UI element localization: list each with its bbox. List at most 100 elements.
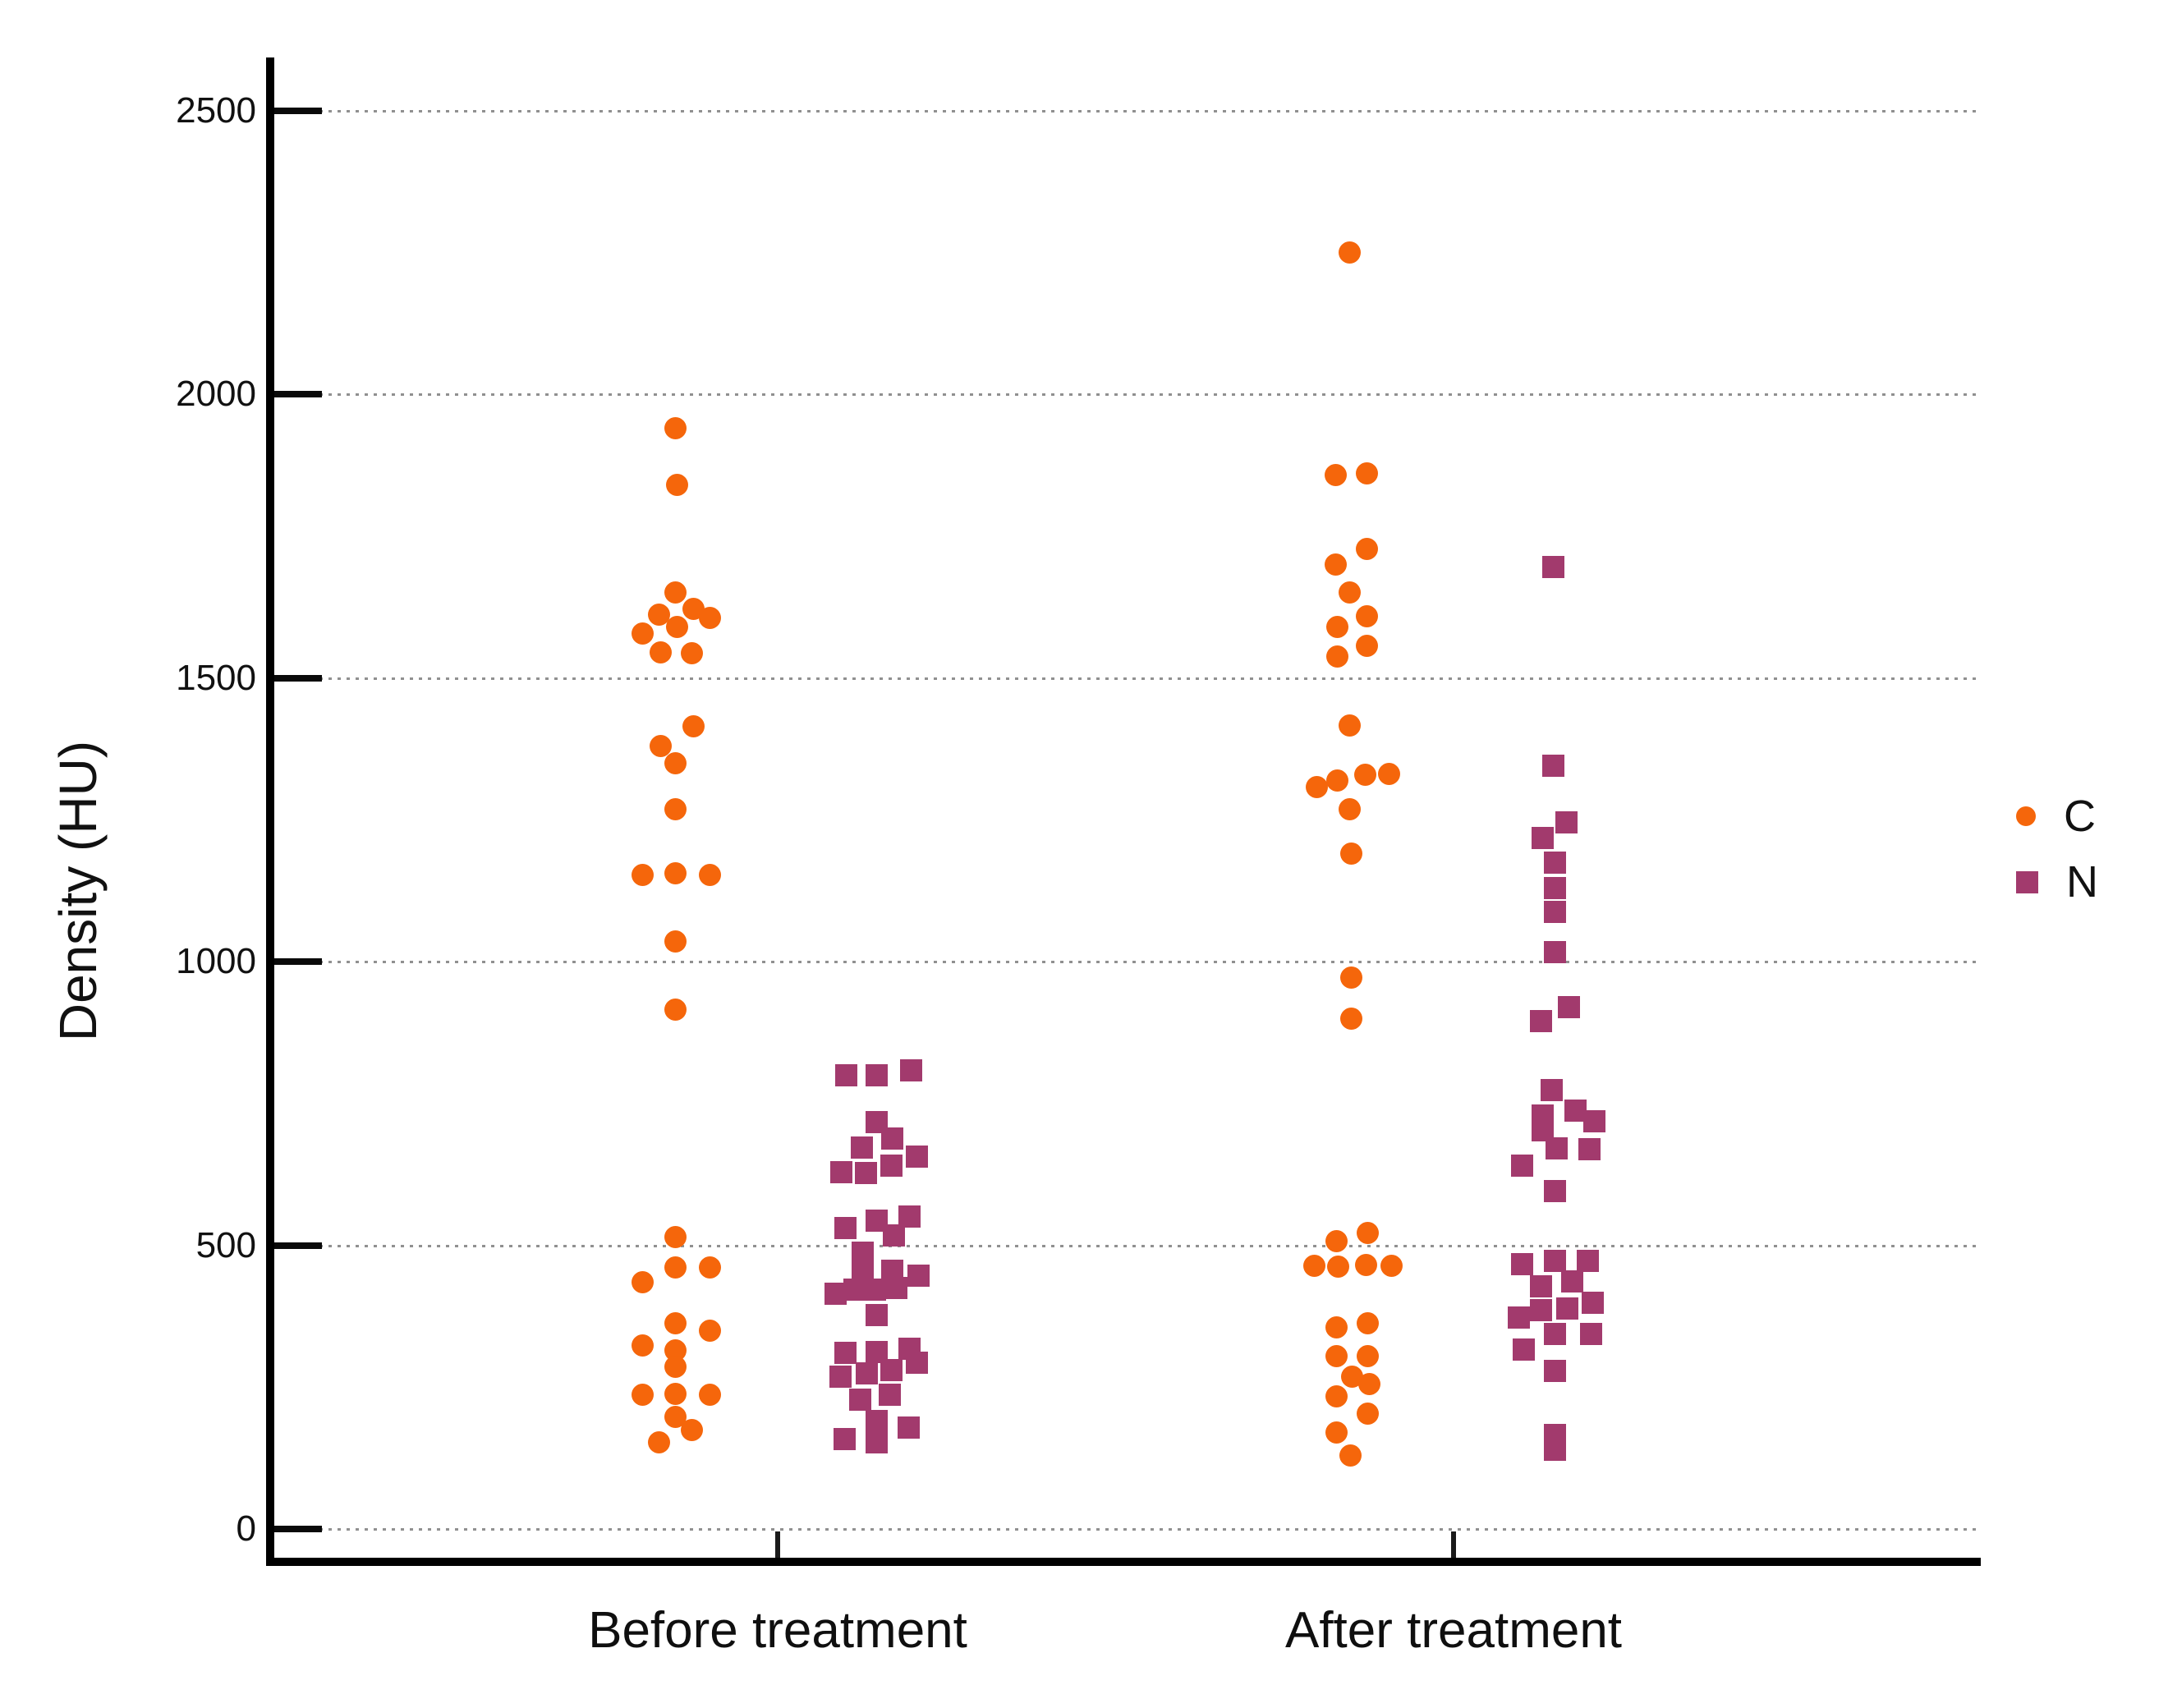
data-point-C — [664, 1355, 687, 1378]
data-point-C — [1338, 798, 1361, 821]
data-point-C — [1380, 1254, 1403, 1277]
y-tickmark-1500 — [274, 674, 322, 682]
data-point-N — [865, 1431, 888, 1454]
data-point-C — [1355, 538, 1378, 561]
data-point-C — [1357, 1373, 1380, 1396]
data-point-C — [1325, 1421, 1348, 1444]
y-tick-label-1500: 1500 — [176, 657, 256, 698]
data-point-N — [854, 1161, 877, 1184]
y-tickmark-2000 — [274, 391, 322, 397]
data-point-C — [664, 1256, 687, 1279]
data-point-N — [843, 1278, 866, 1301]
data-point-C — [1339, 1444, 1362, 1467]
data-point-N — [834, 1217, 857, 1240]
data-point-C — [1356, 1312, 1379, 1335]
data-point-N — [834, 1342, 857, 1365]
data-point-C — [1324, 463, 1347, 486]
gridline-2500 — [274, 109, 1981, 112]
y-tick-label-0: 0 — [236, 1508, 256, 1549]
y-axis-title: Density (HU) — [48, 740, 108, 1042]
data-point-C — [1339, 1007, 1362, 1030]
data-point-C — [649, 640, 672, 663]
data-point-N — [1578, 1138, 1601, 1161]
data-point-C — [1325, 1345, 1348, 1368]
data-point-N — [1543, 1180, 1566, 1203]
data-point-C — [680, 1418, 703, 1441]
y-tick-label-500: 500 — [195, 1224, 256, 1265]
data-point-N — [882, 1224, 905, 1247]
data-point-N — [1512, 1338, 1535, 1361]
data-point-N — [1543, 1359, 1566, 1382]
data-point-C — [1339, 966, 1362, 989]
gridline-2000 — [274, 393, 1981, 396]
data-point-C — [631, 864, 654, 887]
legend-square-icon — [2016, 870, 2038, 893]
data-point-C — [698, 1383, 721, 1406]
data-point-N — [1555, 1297, 1578, 1320]
data-point-N — [1557, 995, 1580, 1018]
y-tickmark-1000 — [274, 958, 322, 965]
data-point-N — [855, 1362, 878, 1385]
data-point-N — [880, 1127, 903, 1150]
data-point-N — [1576, 1249, 1599, 1272]
data-point-C — [1325, 615, 1348, 638]
legend-entry-C: C — [2016, 790, 2098, 843]
data-point-C — [664, 751, 687, 774]
data-point-N — [1543, 1249, 1566, 1272]
data-point-N — [1543, 900, 1566, 923]
data-point-N — [834, 1063, 857, 1086]
gridline-1500 — [274, 677, 1981, 680]
data-point-C — [1325, 1384, 1348, 1407]
data-point-N — [863, 1278, 886, 1301]
data-point-N — [824, 1283, 847, 1306]
data-point-C — [649, 734, 672, 757]
data-point-N — [1531, 826, 1554, 849]
y-tickmark-2500 — [274, 107, 322, 114]
y-tick-label-2500: 2500 — [176, 90, 256, 131]
legend-label: N — [2066, 857, 2098, 907]
legend-entry-N: N — [2016, 856, 2098, 908]
y-axis-line — [266, 57, 274, 1566]
data-point-N — [1543, 1438, 1566, 1461]
data-point-N — [1529, 1274, 1552, 1297]
gridline-0 — [274, 1528, 1981, 1531]
data-point-C — [680, 642, 703, 665]
data-point-N — [907, 1264, 930, 1287]
y-tick-label-2000: 2000 — [176, 374, 256, 414]
data-point-C — [1355, 635, 1378, 658]
data-point-C — [1325, 645, 1348, 668]
y-tickmark-500 — [274, 1242, 322, 1249]
data-point-N — [1543, 876, 1566, 899]
data-point-N — [865, 1303, 888, 1326]
data-point-N — [829, 1160, 852, 1183]
data-point-N — [1541, 755, 1564, 778]
data-point-C — [647, 603, 670, 626]
legend-label: C — [2064, 792, 2096, 841]
data-point-N — [1510, 1252, 1533, 1275]
data-point-C — [631, 1334, 654, 1357]
data-point-C — [664, 999, 687, 1022]
data-point-C — [698, 863, 721, 886]
x-tickmark-2 — [1451, 1531, 1456, 1558]
data-point-N — [1543, 852, 1566, 875]
data-point-N — [880, 1359, 903, 1382]
data-point-C — [631, 1270, 654, 1293]
data-point-N — [1541, 556, 1564, 579]
data-point-C — [647, 1430, 670, 1453]
data-point-N — [899, 1059, 922, 1082]
data-point-C — [664, 581, 687, 604]
data-point-N — [1564, 1099, 1587, 1122]
data-point-N — [1540, 1078, 1563, 1101]
data-point-N — [878, 1383, 901, 1406]
data-point-C — [631, 622, 654, 645]
data-point-C — [698, 607, 721, 630]
data-point-N — [905, 1352, 928, 1375]
data-point-C — [1305, 776, 1328, 799]
data-point-C — [1356, 1221, 1379, 1244]
data-point-N — [851, 1241, 874, 1264]
data-point-C — [698, 1320, 721, 1343]
data-point-C — [1302, 1254, 1325, 1277]
y-tick-label-1000: 1000 — [176, 941, 256, 981]
data-point-N — [1543, 940, 1566, 963]
